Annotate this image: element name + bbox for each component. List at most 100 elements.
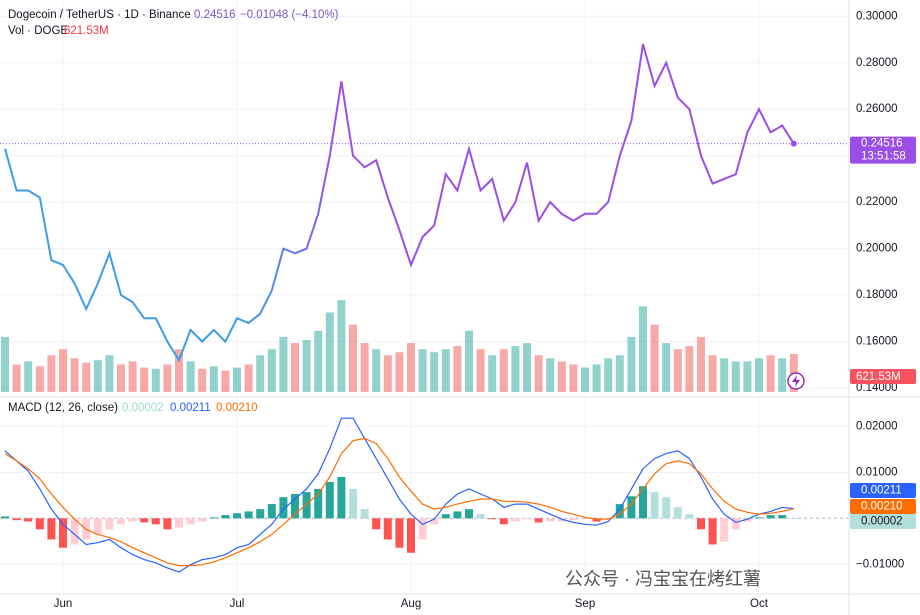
volume-bar — [209, 366, 218, 392]
volume-bar — [697, 336, 705, 392]
volume-bar — [453, 346, 462, 392]
volume-bar — [117, 364, 125, 392]
volume-bar — [233, 367, 241, 392]
y-tick-label: 0.18000 — [856, 289, 898, 301]
histogram-bar — [488, 518, 497, 520]
volume-bar — [546, 358, 555, 392]
volume-bar — [685, 346, 694, 392]
volume-bar — [395, 352, 404, 392]
volume-bar — [708, 355, 717, 392]
macd-tag-value: 0.00211 — [861, 485, 902, 497]
histogram-bar — [24, 518, 33, 522]
volume-bar — [70, 358, 79, 392]
histogram-bar — [673, 507, 682, 519]
volume-bar — [662, 343, 671, 392]
volume-bar — [604, 358, 613, 392]
histogram-bar — [639, 486, 647, 519]
histogram-bar — [256, 509, 265, 519]
volume-bar — [105, 355, 114, 392]
histogram-bar — [360, 509, 369, 519]
volume-bar — [383, 355, 392, 392]
histogram-bar — [755, 517, 763, 519]
histogram-bar — [511, 518, 520, 522]
histogram-bar — [708, 518, 717, 545]
volume-bar — [743, 361, 752, 392]
histogram-bar — [407, 518, 415, 553]
histogram-bar — [35, 518, 44, 530]
volume-bar — [140, 367, 149, 392]
volume-bar — [314, 330, 323, 392]
histogram-bar — [697, 518, 705, 530]
histogram-bar — [453, 511, 462, 519]
histogram-bar — [546, 518, 555, 522]
histogram-bar — [59, 518, 67, 548]
histogram-bar — [314, 488, 323, 519]
histogram-bar — [650, 492, 659, 519]
macd-line — [4, 437, 794, 567]
y-tick-label: 0.26000 — [856, 103, 898, 115]
last-price: 0.24516 — [194, 9, 236, 21]
volume-tag-value: 621.53M — [856, 371, 901, 383]
volume-bar — [430, 352, 439, 392]
macd-tag — [850, 483, 916, 498]
volume-bar — [24, 361, 33, 392]
histogram-bar — [592, 518, 601, 522]
volume-bar — [778, 358, 787, 392]
x-tick-label: Sep — [575, 598, 595, 610]
histogram-bar — [499, 518, 508, 525]
y-tick-label: 0.20000 — [856, 243, 898, 255]
histogram-bar — [615, 504, 624, 519]
signal-last: 0.00210 — [216, 402, 258, 414]
y-tick-label: 0.22000 — [856, 196, 898, 208]
volume-bar — [291, 343, 299, 392]
volume-bar — [279, 336, 288, 392]
volume-bar — [12, 364, 21, 392]
y-tick-label: 0.14000 — [856, 382, 898, 394]
volume-tag — [850, 369, 916, 384]
histogram-bar — [337, 476, 346, 519]
histogram-bar — [70, 518, 79, 545]
histogram-bar — [105, 518, 114, 530]
macd-last: 0.00211 — [170, 402, 211, 414]
volume-bar — [186, 361, 195, 392]
histogram-bar — [12, 518, 21, 521]
histogram-bar — [233, 513, 241, 519]
volume-bar — [163, 364, 172, 392]
volume-bar — [93, 360, 102, 392]
labels: Dogecoin / TetherUS · 1D · Binance 0.245… — [8, 9, 916, 610]
histogram-bar — [1, 516, 9, 519]
histogram-bar — [441, 514, 450, 519]
histogram-bar — [93, 518, 102, 535]
volume-bar — [720, 358, 729, 392]
histogram-bar — [766, 515, 775, 519]
histogram-bar — [465, 509, 473, 519]
volume-bar — [35, 366, 44, 392]
histogram-bar — [47, 518, 56, 540]
histogram-bar — [476, 514, 485, 519]
volume-bar — [302, 339, 311, 392]
y-tick-label: −0.01000 — [856, 558, 904, 570]
volume-bar — [221, 370, 230, 392]
histogram-bar — [720, 518, 729, 542]
volume-bar — [360, 343, 369, 392]
volume-bar — [488, 355, 497, 392]
last-price-dot — [790, 140, 797, 147]
macd-tag-value: 0.00210 — [861, 501, 903, 513]
histogram-bar — [418, 518, 427, 540]
macd-tag-value: 0.00002 — [861, 516, 903, 528]
marks — [0, 43, 848, 573]
histogram-bar — [221, 515, 230, 519]
histogram-bar — [731, 518, 740, 530]
volume-bar — [59, 349, 67, 392]
price-tag-countdown: 13:51:58 — [861, 151, 906, 163]
volume-bar — [639, 306, 647, 392]
volume-bar — [615, 355, 624, 392]
volume-bar — [349, 324, 357, 392]
macd-line — [4, 417, 794, 573]
volume-bar — [128, 361, 137, 392]
volume-bar — [82, 362, 91, 392]
x-tick-label: Jun — [54, 598, 73, 610]
histogram-bar — [383, 518, 392, 540]
grid — [0, 0, 848, 594]
histogram-bar — [523, 518, 531, 520]
